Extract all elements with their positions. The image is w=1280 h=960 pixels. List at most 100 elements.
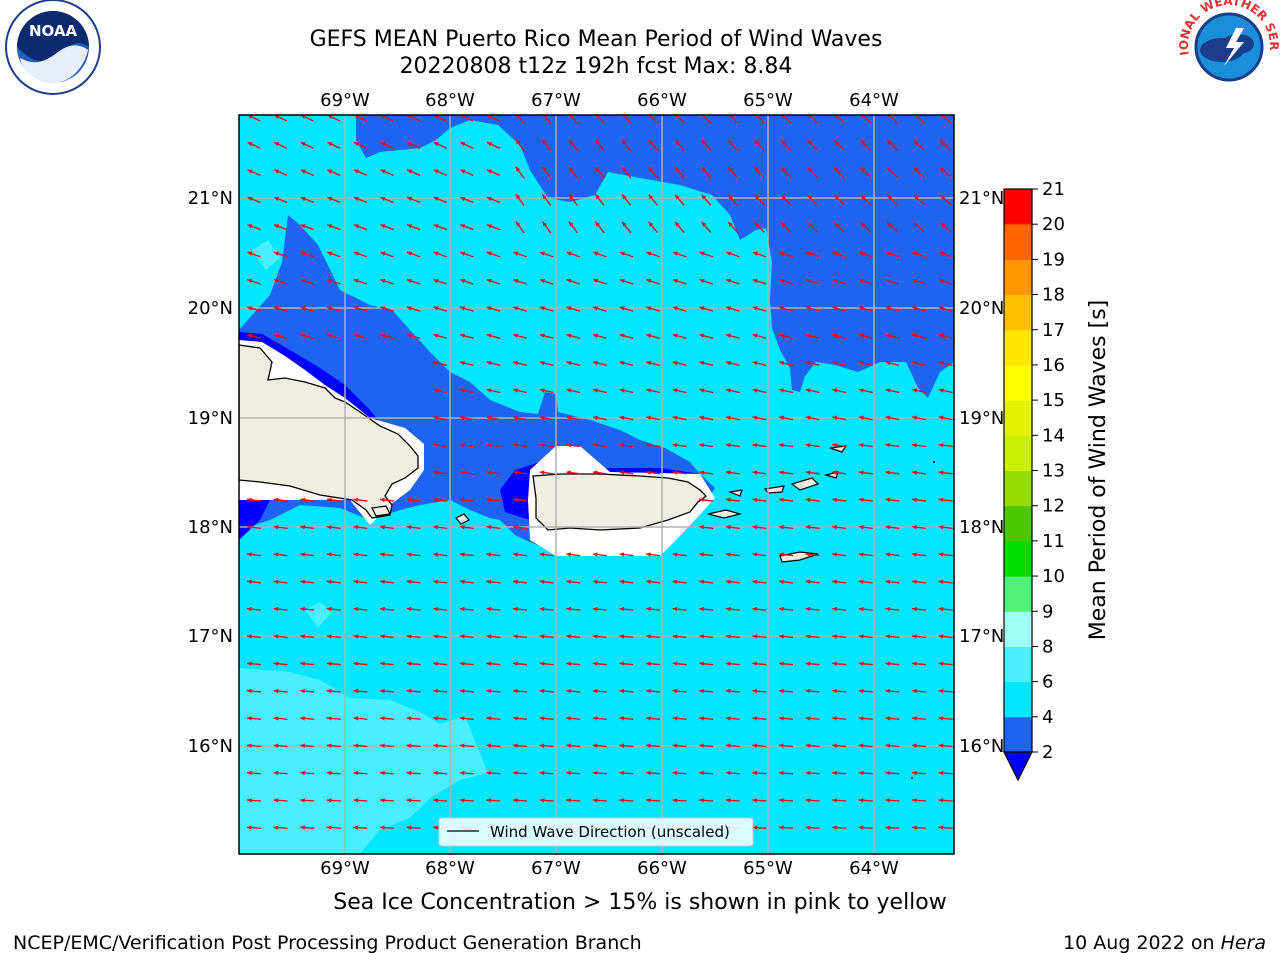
wind-arrow-head: [406, 661, 412, 666]
wind-arrow-head: [595, 167, 600, 172]
wind-arrow-head: [460, 224, 466, 229]
wind-arrow-head: [912, 278, 918, 284]
wind-arrow-head: [805, 360, 811, 366]
wind-arrow-head: [699, 497, 704, 503]
wind-arrow-head: [912, 497, 917, 503]
colorbar-tick-label: 15: [1042, 390, 1065, 411]
wind-arrow-head: [699, 552, 704, 557]
wind-arrow-head: [728, 140, 733, 145]
wind-arrow-head: [779, 415, 784, 420]
wind-arrow-head: [300, 661, 305, 666]
wind-arrow-head: [938, 825, 944, 830]
wind-arrow-head: [726, 251, 732, 256]
wind-arrow-head: [539, 798, 545, 803]
wind-arrow-head: [327, 169, 333, 174]
wind-arrow-head: [539, 552, 545, 557]
wind-arrow-head: [353, 743, 359, 748]
wind-arrow-head: [326, 798, 332, 803]
wind-arrow-head: [459, 770, 465, 776]
wind-arrow-head: [859, 278, 865, 284]
lon-label: 66°W: [637, 858, 687, 879]
wind-arrow-head: [938, 470, 944, 475]
wind-arrow-head: [779, 497, 784, 503]
wind-arrow-head: [938, 388, 944, 393]
wind-arrow-head: [779, 606, 784, 612]
wind-arrow-head: [725, 552, 731, 557]
wind-arrow-head: [513, 470, 518, 475]
colorbar-tick-label: 12: [1042, 496, 1065, 517]
wind-arrow-head: [885, 743, 891, 748]
wind-arrow-head: [274, 142, 280, 147]
wind-arrow-head: [699, 743, 704, 748]
wind-arrow-head: [247, 552, 252, 557]
contour-band-2-4-north: [356, 115, 954, 398]
wind-arrow-head: [273, 306, 279, 311]
wind-arrow-head: [459, 552, 465, 557]
wind-arrow-head: [486, 251, 492, 256]
wind-arrow-head: [486, 443, 492, 448]
wind-arrow-head: [433, 743, 438, 748]
wind-arrow-head: [247, 224, 253, 229]
wind-arrow-head: [938, 770, 944, 776]
wind-arrow-head: [832, 716, 837, 721]
wind-arrow-head: [938, 716, 944, 721]
wind-arrow-head: [752, 360, 758, 366]
wind-arrow-head: [433, 142, 439, 147]
wind-arrow-head: [699, 360, 705, 366]
wind-arrow-head: [646, 606, 651, 612]
map-area: [239, 115, 954, 854]
wind-arrow-head: [566, 606, 571, 612]
wind-arrow-head: [247, 251, 253, 256]
lon-label: 69°W: [320, 858, 370, 879]
wind-arrow-head: [779, 360, 785, 366]
wind-arrow-head: [380, 196, 386, 201]
wind-arrow-head: [380, 224, 386, 229]
wind-arrow-head: [513, 497, 518, 503]
wind-arrow-head: [486, 415, 492, 420]
wind-arrow-head: [912, 306, 918, 311]
wind-arrow-head: [779, 825, 784, 830]
wind-arrow-head: [725, 470, 731, 475]
wind-arrow-head: [885, 415, 891, 420]
wind-arrow-head: [832, 634, 837, 639]
wind-arrow-head: [619, 360, 625, 366]
wind-arrow-head: [885, 360, 891, 366]
footer-date-text: 10 Aug 2022 on: [1063, 932, 1221, 954]
island-tortola: [790, 477, 820, 491]
colorbar-segment: [1004, 400, 1032, 436]
wind-arrow-head: [672, 688, 678, 694]
wind-arrow-head: [568, 139, 574, 145]
wind-arrow-head: [646, 278, 652, 284]
wind-arrow-head: [380, 142, 386, 147]
lon-labels-bottom: 69°W 68°W 67°W 66°W 65°W 64°W: [320, 858, 899, 879]
wind-arrow-head: [460, 360, 465, 366]
wind-arrow-head: [592, 688, 598, 694]
nws-logo-text: NATIONAL WEATHER SERVICE: [0, 0, 1280, 56]
contour-band-6-8: [239, 668, 488, 854]
wind-arrow-head: [247, 716, 252, 721]
lon-label: 67°W: [531, 90, 581, 111]
wind-arrow-head: [406, 825, 412, 830]
wind-arrow-head: [459, 634, 465, 639]
wind-arrow-head: [539, 716, 545, 721]
wind-arrow-head: [858, 525, 864, 530]
wind-arrow-head: [433, 634, 438, 639]
wind-arrow-head: [619, 579, 625, 584]
wind-arrow-head: [699, 634, 704, 639]
wind-arrow-head: [542, 139, 547, 145]
wind-arrow-head: [779, 333, 785, 338]
wind-arrow-head: [247, 142, 253, 147]
wind-arrow-head: [300, 306, 306, 311]
wind-arrow-head: [566, 688, 571, 694]
wind-arrow-head: [539, 743, 545, 748]
wind-arrow-head: [486, 743, 492, 748]
wind-arrow-head: [752, 388, 758, 393]
wind-arrow-head: [672, 716, 678, 721]
colorbar-tick-label: 9: [1042, 601, 1053, 622]
wind-arrow-head: [406, 688, 412, 694]
wind-arrow-head: [539, 634, 545, 639]
wind-arrow-head: [805, 388, 811, 393]
wind-arrow-head: [406, 333, 412, 338]
wind-arrow-head: [912, 825, 917, 830]
wind-arrow-head: [566, 661, 571, 666]
